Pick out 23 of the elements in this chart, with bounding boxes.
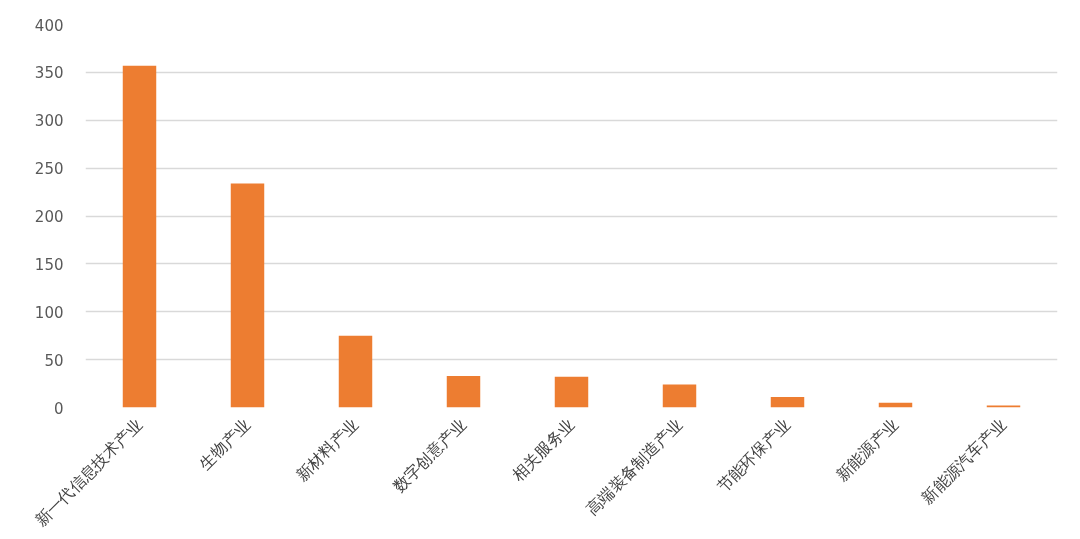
- y-tick-label: 350: [34, 64, 64, 83]
- y-tick-label: 200: [34, 208, 64, 226]
- y-tick-label: 150: [34, 255, 64, 274]
- x-tick-label: 新能源产业: [832, 414, 903, 485]
- bar: [662, 384, 697, 408]
- x-tick-label: 新材料产业: [292, 414, 363, 485]
- x-tick-label: 相关服务业: [508, 414, 579, 485]
- y-tick-label: 100: [34, 303, 64, 322]
- y-tick-label: 400: [34, 16, 64, 35]
- x-tick-label: 新能源汽车产业: [917, 414, 1011, 508]
- bar: [230, 183, 265, 408]
- bar: [338, 335, 373, 408]
- x-tick-label: 生物产业: [195, 414, 255, 474]
- bar: [446, 375, 481, 408]
- x-tick-label: 高端装备制造产业: [582, 414, 687, 519]
- y-tick-label: 50: [44, 351, 64, 370]
- y-tick-label: 300: [34, 112, 64, 131]
- x-tick-label: 节能环保产业: [712, 414, 795, 497]
- x-tick-label: 数字创意产业: [388, 414, 471, 497]
- bar: [122, 65, 157, 408]
- bar: [554, 376, 589, 408]
- bar: [770, 396, 805, 408]
- y-tick-label: 250: [34, 160, 64, 179]
